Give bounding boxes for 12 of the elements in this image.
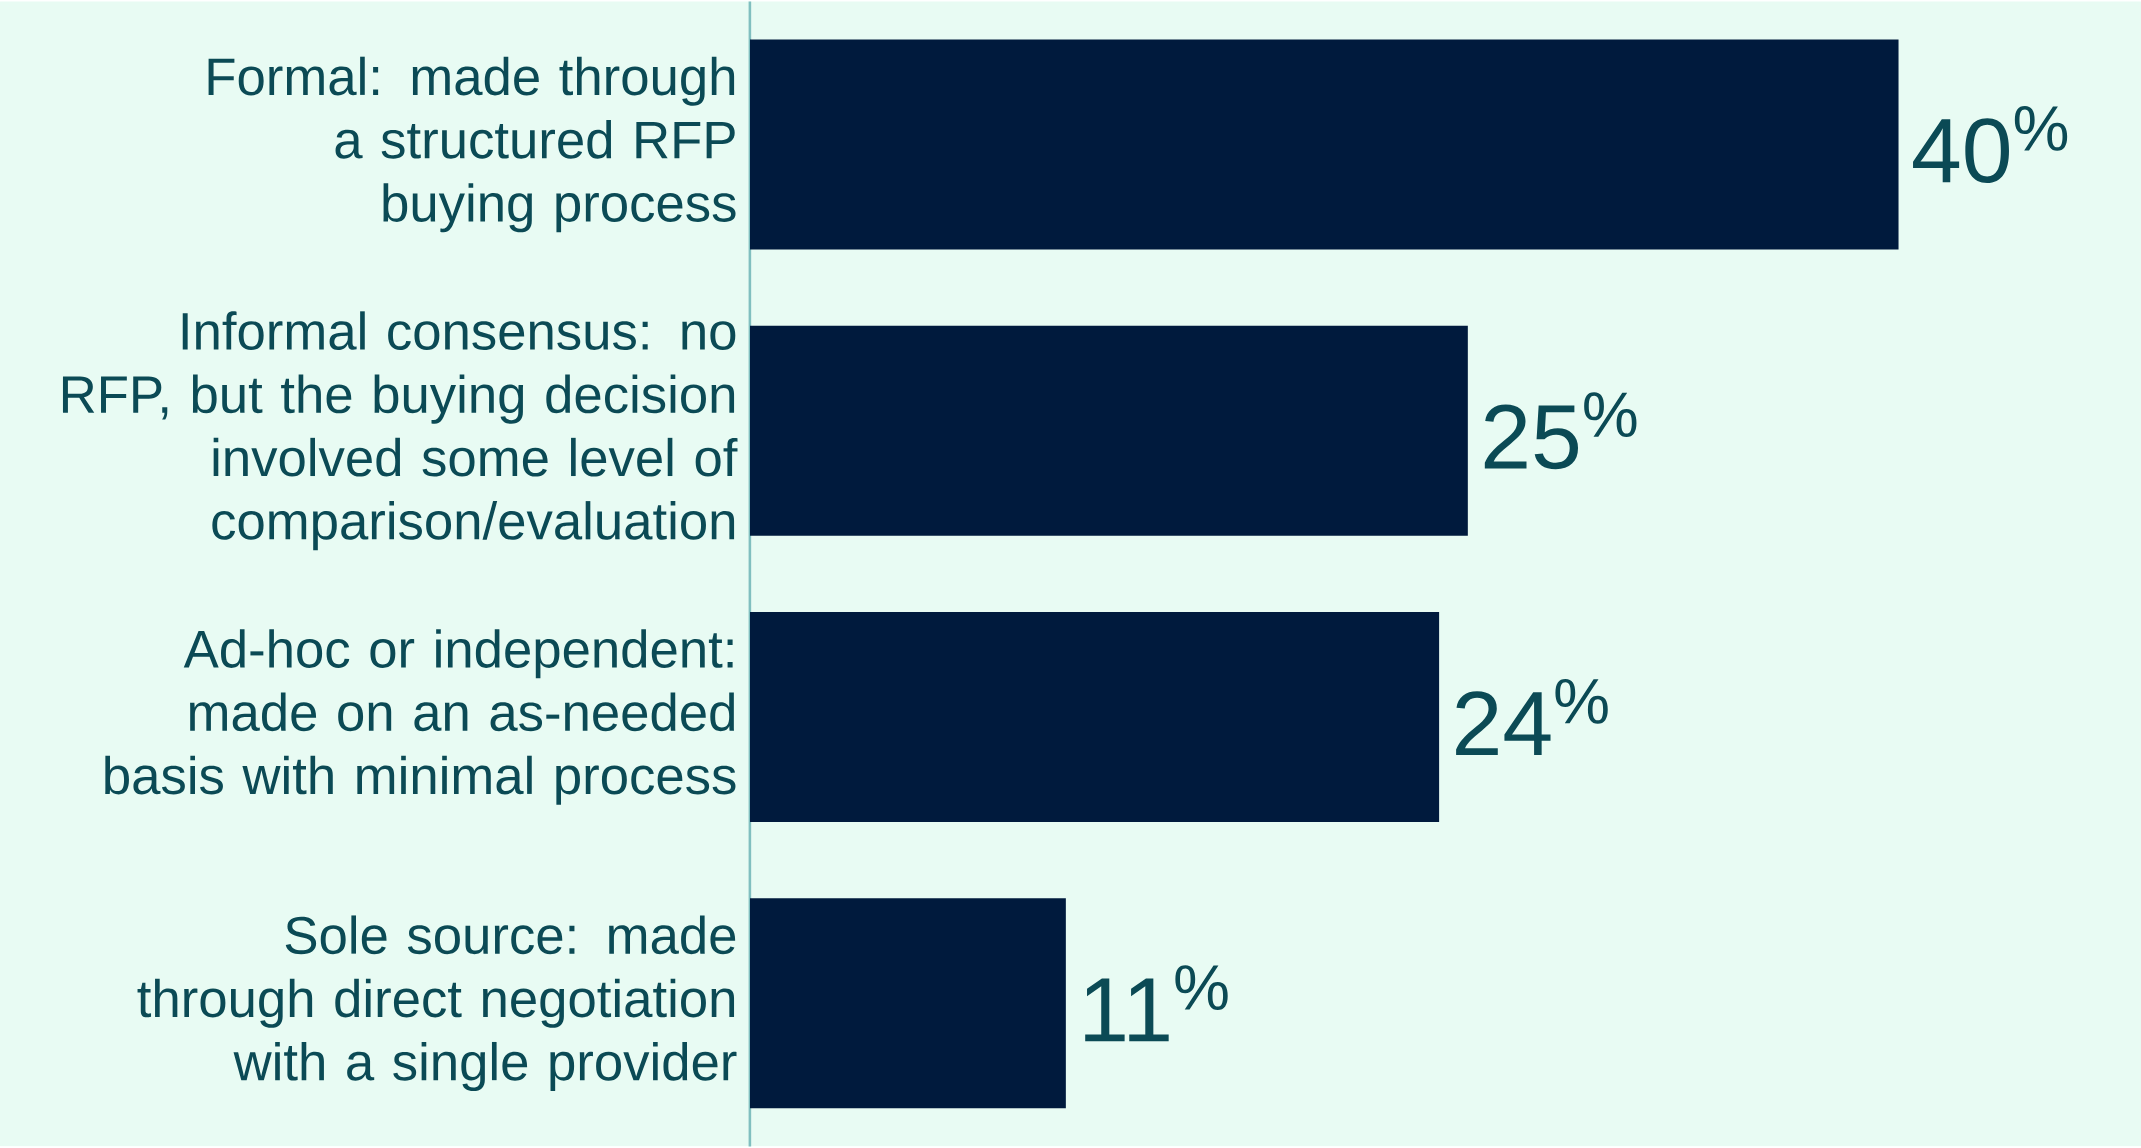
data-label: 40$^{%}$: [1913, 106, 2068, 184]
bar: [750, 612, 1440, 823]
bar: [750, 325, 1468, 536]
data-label: 24$^{%}$: [1456, 679, 1608, 756]
y-tick-label: Sole source: made through direct negotiation with a single provider: [137, 915, 737, 1092]
bar: [750, 39, 1899, 250]
data-label: 25$^{%}$: [1484, 392, 1637, 470]
y-tick-label: Informal consensus: no RFP, but the buying decision involved some level of comparison/evaluation: [62, 311, 738, 551]
y-tick-label: Ad-hoc or independent: made on an as-needed basis with minimal process: [105, 629, 736, 805]
data-label: 11$^{%}$: [1085, 965, 1228, 1042]
bar: [750, 898, 1066, 1109]
y-tick-label: Formal: made through a structured RFP buying process: [208, 56, 736, 233]
